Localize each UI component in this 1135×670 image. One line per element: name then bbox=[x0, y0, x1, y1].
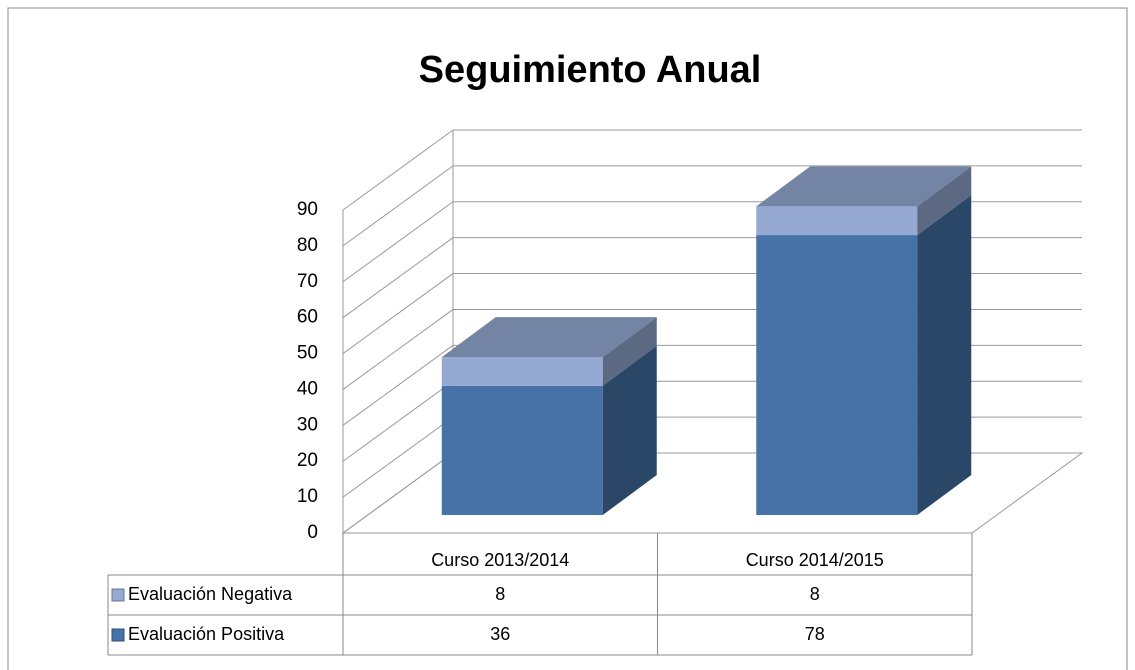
x-tick-label: Curso 2013/2014 bbox=[431, 550, 569, 570]
grid-line bbox=[342, 201, 454, 283]
y-tick-label: 20 bbox=[297, 450, 318, 471]
bar-side bbox=[602, 317, 657, 386]
bar-side bbox=[602, 345, 657, 515]
bar-top bbox=[756, 166, 972, 207]
grid-line bbox=[342, 344, 454, 426]
bar-side bbox=[917, 195, 972, 516]
table-value: 36 bbox=[490, 624, 510, 644]
y-tick-label: 60 bbox=[297, 307, 318, 328]
y-tick-label: 50 bbox=[297, 343, 318, 364]
table-value: 78 bbox=[805, 624, 825, 644]
grid-line bbox=[342, 237, 454, 319]
y-tick-label: 10 bbox=[297, 486, 318, 507]
grid-line bbox=[342, 129, 454, 211]
legend-label: Evaluación Negativa bbox=[128, 584, 293, 604]
bar-segment bbox=[441, 357, 603, 386]
y-tick-label: 70 bbox=[297, 271, 318, 292]
x-tick-label: Curso 2014/2015 bbox=[746, 550, 884, 570]
table-value: 8 bbox=[810, 584, 820, 604]
y-tick-label: 30 bbox=[297, 414, 318, 435]
legend-swatch bbox=[111, 588, 125, 602]
bar-segment bbox=[441, 385, 603, 515]
grid-line bbox=[342, 452, 454, 534]
bar-segment bbox=[756, 235, 918, 516]
grid-line bbox=[342, 380, 454, 462]
legend-label: Evaluación Positiva bbox=[128, 624, 285, 644]
y-tick-label: 80 bbox=[297, 235, 318, 256]
y-tick-label: 40 bbox=[297, 378, 318, 399]
legend-swatch bbox=[111, 628, 125, 642]
bar-segment bbox=[756, 206, 918, 236]
chart-title: Seguimiento Anual bbox=[419, 49, 762, 91]
grid-line bbox=[342, 416, 454, 498]
table-value: 8 bbox=[495, 584, 505, 604]
grid-line bbox=[342, 309, 454, 390]
y-tick-label: 0 bbox=[307, 522, 318, 543]
grid-line bbox=[342, 273, 454, 354]
grid-line bbox=[342, 165, 454, 247]
chart-border bbox=[7, 7, 1128, 670]
bar-top bbox=[441, 317, 657, 358]
y-tick-label: 90 bbox=[297, 199, 318, 220]
bar-side bbox=[917, 166, 972, 236]
